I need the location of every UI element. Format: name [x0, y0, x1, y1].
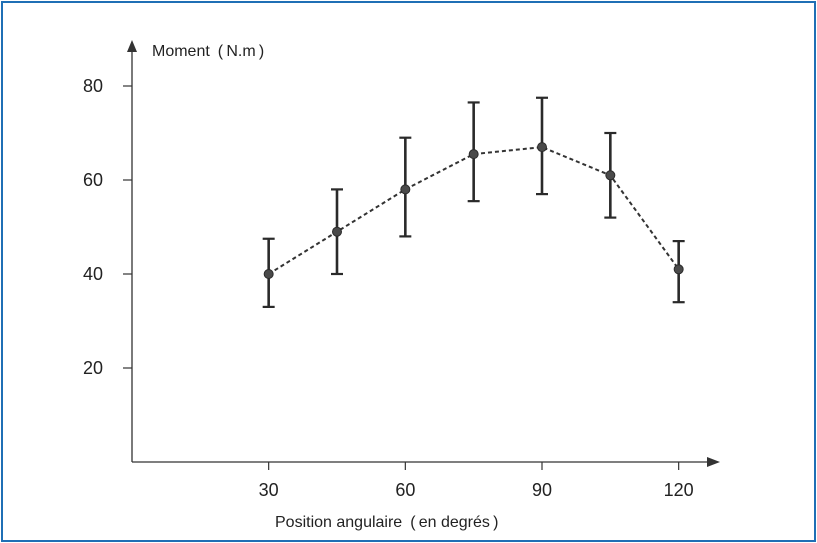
y-axis-arrow: [127, 40, 137, 52]
ticks: 20 40 60 80 30 60 90 120: [83, 76, 694, 500]
data-point: [537, 142, 547, 153]
x-tick-label: 120: [664, 480, 694, 500]
data-point: [263, 269, 274, 279]
x-tick-label: 30: [259, 480, 279, 500]
data-point: [332, 226, 342, 237]
x-axis-arrow: [707, 457, 720, 467]
data-point: [400, 184, 411, 195]
y-tick-label: 80: [83, 76, 103, 96]
x-axis-label: Position angulaire ( en degrés ): [275, 514, 498, 531]
y-tick-label: 20: [83, 358, 103, 378]
data-point: [468, 149, 479, 160]
y-tick-label: 60: [83, 170, 103, 190]
axes: [127, 40, 720, 467]
data-point: [605, 170, 616, 181]
x-tick-label: 60: [395, 480, 415, 500]
data-point: [673, 264, 684, 275]
x-tick-label: 90: [532, 480, 552, 500]
y-axis-label: Moment ( N.m ): [152, 43, 264, 60]
y-tick-label: 40: [83, 264, 103, 284]
series: [262, 96, 685, 308]
